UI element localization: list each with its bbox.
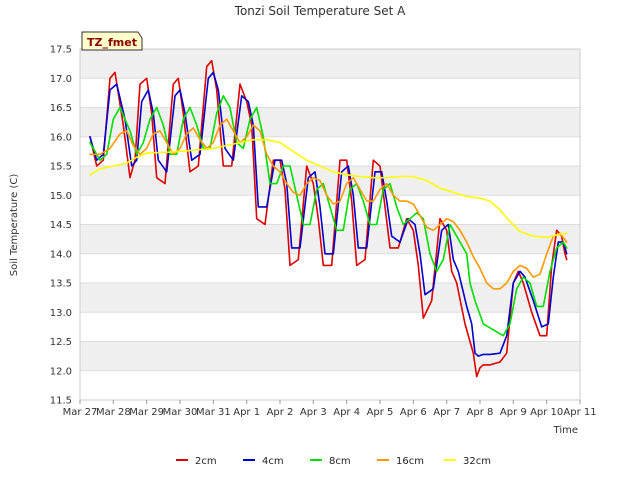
x-tick-label: Apr 2 (267, 407, 294, 418)
series-lines (89, 59, 568, 378)
x-tick-label: Mar 27 (63, 407, 98, 418)
x-tick-label: Apr 9 (500, 407, 527, 418)
legend-label-32cm: 32cm (463, 456, 491, 467)
y-axis-ticks: 11.5 12.0 12.5 13.0 13.5 14.0 14.5 15.0 15.5 16.0… (50, 45, 72, 407)
plot-frame (79, 48, 581, 401)
x-tick-label: Apr 3 (300, 407, 327, 418)
legend: 2cm 4cm 8cm 16cm 32cm (176, 456, 491, 467)
legend-label-4cm: 4cm (262, 456, 284, 467)
y-tick-label: 14.0 (50, 249, 72, 260)
y-tick-label: 17.0 (50, 74, 72, 85)
x-tick-label: Apr 6 (400, 407, 427, 418)
y-tick-label: 15.5 (50, 162, 72, 173)
plot-band (80, 341, 580, 371)
y-tick-label: 12.0 (50, 366, 72, 377)
y-tick-label: 13.5 (50, 279, 72, 290)
series-line-16cm (89, 118, 568, 290)
y-tick-label: 16.0 (50, 132, 72, 143)
x-tick-label: Apr 5 (367, 407, 394, 418)
plot-band (80, 49, 580, 79)
plot-band (80, 312, 580, 342)
y-tick-label: 15.0 (50, 191, 72, 202)
x-tick-label: Mar 30 (163, 407, 198, 418)
plot-band (80, 370, 580, 400)
series-line-2cm (89, 59, 568, 378)
y-tick-label: 11.5 (50, 396, 72, 407)
x-tick-label: Mar 31 (196, 407, 231, 418)
legend-label-8cm: 8cm (329, 456, 351, 467)
y-tick-label: 13.0 (50, 308, 72, 319)
y-tick-label: 14.5 (50, 220, 72, 231)
series-line-8cm (89, 95, 568, 337)
chart-title: Tonzi Soil Temperature Set A (234, 4, 406, 18)
x-tick-label: Mar 28 (96, 407, 131, 418)
y-tick-label: 17.5 (50, 45, 72, 56)
x-tick-label: Apr 10 (530, 407, 563, 418)
plot-band (80, 78, 580, 108)
plot-band (80, 107, 580, 137)
x-tick-label: Apr 11 (563, 407, 596, 418)
x-tick-label: Apr 4 (333, 407, 360, 418)
series-line-32cm (89, 138, 568, 239)
y-axis-title: Soil Temperature (C) (9, 174, 20, 277)
x-tick-label: Apr 1 (233, 407, 260, 418)
x-axis-title: Time (553, 425, 578, 436)
legend-label-16cm: 16cm (396, 456, 424, 467)
plot-band (80, 136, 580, 166)
badge: TZ_fmet (81, 31, 143, 51)
background-bands (80, 49, 580, 400)
x-tick-label: Apr 7 (433, 407, 460, 418)
plot-band (80, 224, 580, 254)
x-tick-label: Mar 29 (129, 407, 164, 418)
y-tick-label: 12.5 (50, 337, 72, 348)
plot-band (80, 283, 580, 313)
x-tick-label: Apr 8 (467, 407, 494, 418)
plot-band (80, 253, 580, 283)
legend-label-2cm: 2cm (195, 456, 217, 467)
y-tick-label: 16.5 (50, 103, 72, 114)
badge-label: TZ_fmet (87, 36, 137, 49)
